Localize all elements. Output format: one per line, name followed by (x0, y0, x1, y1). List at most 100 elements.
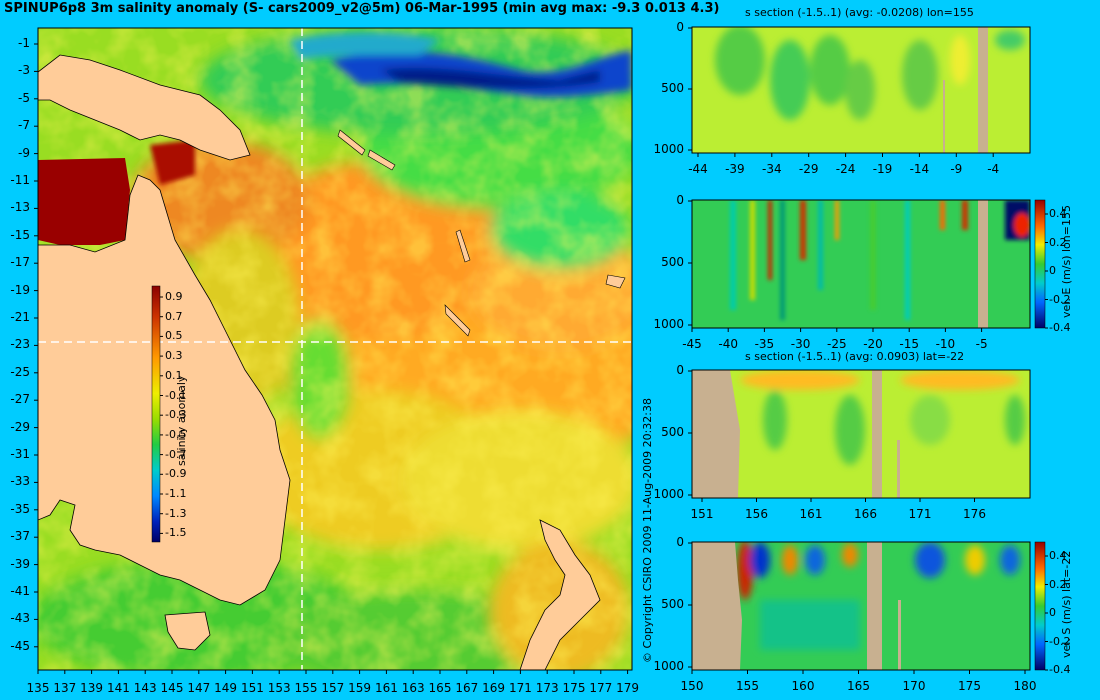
map-y-tick-label: -21 (10, 310, 30, 324)
map-x-tick-label: 163 (401, 681, 425, 695)
map-y-tick-label: -23 (10, 337, 30, 352)
new-guinea-land (38, 54, 251, 161)
map-x-tick-label: 169 (482, 681, 506, 695)
panel-x-tick-label: -4 (987, 162, 1000, 176)
map-y-tick-label: -1 (18, 36, 30, 50)
vel-e-colorbar (1034, 199, 1046, 329)
map-y-tick-label: -29 (10, 419, 30, 434)
panel-x-tick-label: -44 (688, 162, 708, 176)
panel-x-tick-label: -30 (790, 337, 811, 351)
map-x-tick-label: 159 (348, 681, 372, 695)
map-colorbar-tick-label: -0.1 (165, 388, 187, 402)
panel-y-tick-label: 500 (661, 255, 684, 269)
map-colorbar-tick-label: 0.3 (165, 349, 183, 363)
panel-x-tick-label: 150 (680, 679, 704, 693)
map-colorbar-tick-label: -1.3 (165, 506, 187, 520)
map-x-tick-label: 165 (428, 681, 452, 695)
map-y-tick-label: -17 (10, 255, 30, 270)
panel-x-tick-label: -29 (798, 162, 819, 176)
map-x-tick-label: 153 (267, 681, 291, 695)
map-x-tick-label: 145 (160, 681, 184, 695)
section-panel-3 (692, 370, 1030, 498)
panel-x-tick-label: -15 (899, 337, 919, 351)
panel-y-tick-label: 1000 (653, 487, 684, 501)
map-y-tick-label: -7 (18, 118, 30, 133)
vel-colorbar-tick-label: 0.2 (1049, 235, 1067, 249)
panel-x-tick-label: -35 (754, 337, 775, 351)
panel-x-tick-label: -10 (935, 337, 956, 351)
vel-colorbar-tick-label: 0.4 (1049, 207, 1067, 220)
panel-y-tick-label: 1000 (653, 142, 684, 156)
map-x-tick-label: 143 (133, 681, 157, 695)
panel-y-tick-label: 500 (661, 81, 684, 95)
map-y-tick-label: -25 (10, 364, 30, 379)
panel-y-tick-label: 0 (676, 193, 684, 207)
section-panel-2 (692, 200, 1030, 328)
map-y-tick-label: -33 (10, 474, 30, 489)
panel-x-tick-label: 176 (963, 507, 986, 521)
map-y-tick-label: -9 (18, 145, 30, 160)
map-x-tick-label: 147 (187, 681, 211, 695)
vel-colorbar-tick-label: -0.4 (1049, 321, 1071, 334)
map-x-tick-label: 135 (26, 681, 50, 695)
map-x-tick-label: 137 (53, 681, 77, 695)
panel-y-tick-label: 0 (676, 535, 684, 549)
map-y-tick-label: -5 (18, 90, 30, 105)
panel-x-tick-label: -24 (835, 162, 856, 176)
panel-x-tick-label: 161 (799, 507, 823, 521)
map-colorbar-tick-label: -0.3 (165, 408, 187, 422)
map-y-tick-label: -35 (10, 501, 30, 516)
panel-x-tick-label: 151 (690, 507, 714, 521)
vel-colorbar-tick-label: 0.4 (1049, 549, 1067, 562)
panel-x-tick-label: -40 (718, 337, 738, 351)
panel-y-tick-label: 500 (661, 425, 684, 439)
panel-y-tick-label: 500 (661, 597, 684, 611)
vel-colorbar-tick-label: 0 (1049, 606, 1056, 619)
map-x-tick-label: 151 (240, 681, 264, 695)
map-y-tick-label: -11 (10, 173, 30, 187)
panel-y-tick-label: 0 (676, 363, 684, 377)
panel-1-title: s section (-1.5..1) (avg: -0.0208) lon=1… (745, 6, 974, 19)
new-zealand-land (519, 519, 601, 670)
map-y-tick-label: -13 (10, 200, 30, 215)
panel-x-tick-label: -34 (761, 162, 782, 176)
map-y-tick-label: -19 (10, 282, 30, 297)
map-colorbar-tick-label: 0.5 (165, 329, 183, 343)
panel-x-tick-label: -25 (826, 337, 847, 351)
section-panel-1 (692, 27, 1030, 153)
map-x-tick-label: 149 (214, 681, 238, 695)
map-x-tick-label: 177 (589, 681, 613, 695)
map-y-tick-label: -45 (10, 638, 30, 653)
panel-x-tick-label: -39 (725, 162, 745, 176)
panel-x-tick-label: 180 (1013, 679, 1037, 693)
map-y-tick-label: -15 (10, 227, 30, 242)
map-y-tick-label: -3 (18, 63, 30, 78)
panel-x-tick-label: 171 (908, 507, 932, 521)
panel-x-tick-label: -14 (909, 162, 930, 176)
panel-x-tick-label: -20 (863, 337, 883, 351)
map-y-tick-label: -37 (10, 529, 30, 544)
map-colorbar-tick-label: -0.9 (165, 467, 187, 481)
copyright-text: © Copyright CSIRO 2009 11-Aug-2009 20:32… (641, 397, 654, 663)
map-y-tick-label: -41 (10, 584, 30, 598)
vel-colorbar-tick-label: -0.2 (1049, 634, 1071, 648)
map-x-tick-label: 155 (294, 681, 318, 695)
map-x-tick-label: 157 (321, 681, 345, 695)
panel-x-tick-label: 170 (902, 679, 926, 693)
main-title: SPINUP6p8 3m salinity anomaly (S- cars20… (4, 1, 720, 16)
map-x-tick-label: 173 (535, 681, 559, 695)
panel-y-tick-label: 0 (676, 20, 684, 34)
map-x-tick-label: 179 (616, 681, 640, 695)
vel-s-colorbar (1034, 541, 1046, 671)
map-colorbar-tick-label: 0.9 (165, 290, 183, 303)
panel-x-tick-label: -19 (872, 162, 893, 176)
vel-colorbar-tick-label: 0 (1049, 264, 1056, 277)
panel-x-tick-label: 165 (847, 679, 870, 693)
map-y-tick-label: -39 (10, 556, 30, 571)
map-x-tick-label: 141 (106, 681, 130, 695)
vel-colorbar-tick-label: -0.4 (1049, 663, 1071, 676)
panel-x-tick-label: -9 (950, 162, 963, 176)
map-x-tick-label: 175 (562, 681, 586, 695)
panel-x-tick-label: 156 (745, 507, 768, 521)
